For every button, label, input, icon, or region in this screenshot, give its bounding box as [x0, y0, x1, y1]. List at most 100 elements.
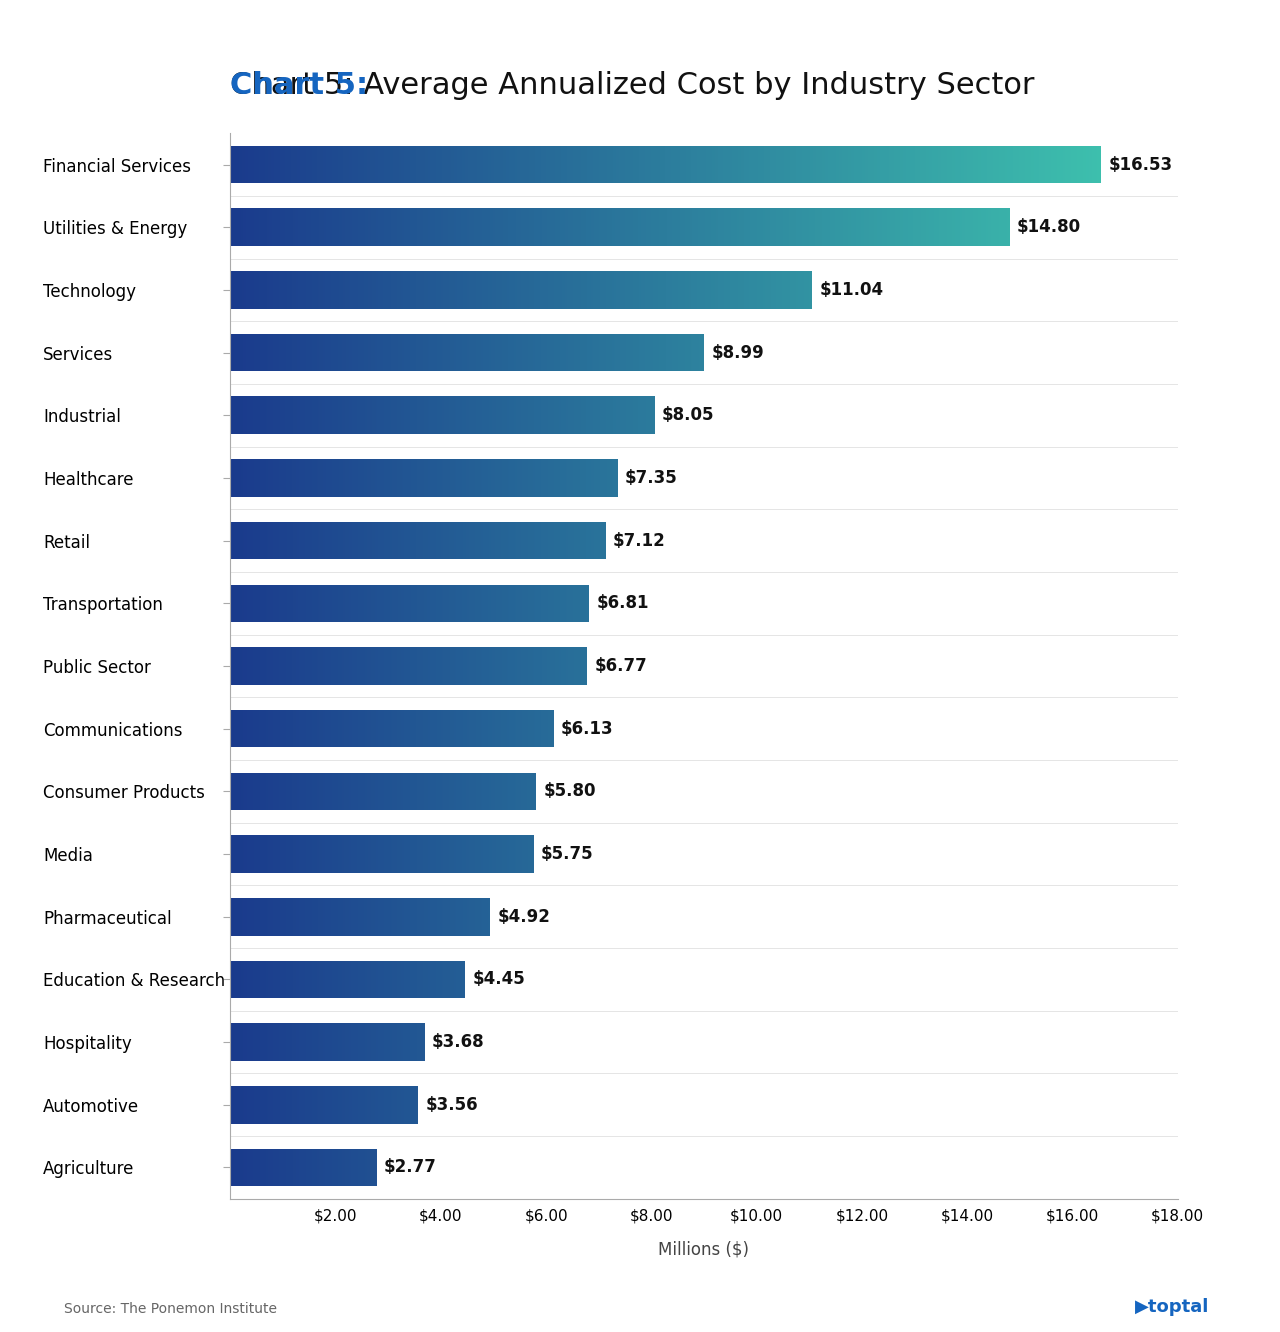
Bar [467, 460, 470, 497]
Bar [480, 585, 481, 622]
Bar [970, 208, 973, 246]
Bar [966, 145, 970, 184]
Bar [410, 145, 413, 184]
Bar [575, 397, 577, 434]
Bar [376, 773, 378, 810]
Bar [630, 208, 634, 246]
Bar [407, 145, 411, 184]
Bar [483, 898, 484, 935]
Bar [535, 272, 536, 309]
Bar [515, 334, 516, 372]
Bar [442, 522, 443, 559]
Bar [298, 835, 300, 872]
Bar [301, 334, 303, 372]
Bar [412, 960, 413, 998]
Bar [268, 898, 269, 935]
Bar [411, 397, 413, 434]
Bar [370, 710, 371, 747]
Bar [547, 522, 548, 559]
Bar [347, 522, 348, 559]
Bar [385, 898, 387, 935]
Bar [261, 773, 262, 810]
Bar [250, 898, 251, 935]
Bar [471, 773, 474, 810]
Bar [895, 145, 897, 184]
Bar [248, 773, 250, 810]
Bar [497, 710, 499, 747]
Bar [425, 522, 428, 559]
Bar [448, 397, 449, 434]
Bar [623, 272, 626, 309]
Bar [334, 334, 337, 372]
Bar [415, 208, 417, 246]
Bar [468, 522, 471, 559]
Bar [516, 585, 517, 622]
Bar [291, 585, 292, 622]
Bar [389, 773, 390, 810]
Bar [262, 835, 264, 872]
Bar [653, 334, 655, 372]
Bar [445, 208, 449, 246]
Bar [831, 208, 833, 246]
Bar [480, 208, 483, 246]
Bar [334, 835, 335, 872]
Bar [439, 145, 443, 184]
Bar [367, 960, 369, 998]
Bar [701, 272, 704, 309]
Bar [608, 460, 611, 497]
Bar [329, 397, 332, 434]
Bar [403, 647, 404, 685]
Bar [684, 334, 685, 372]
Bar [425, 647, 426, 685]
Bar [371, 960, 372, 998]
Bar [244, 835, 246, 872]
Bar [934, 145, 938, 184]
Bar [241, 460, 242, 497]
Bar [284, 960, 285, 998]
Bar [454, 960, 456, 998]
Bar [685, 208, 687, 246]
Bar [575, 272, 577, 309]
Bar [404, 898, 406, 935]
Bar [415, 710, 416, 747]
Bar [317, 647, 319, 685]
Bar [315, 460, 317, 497]
Bar [233, 960, 234, 998]
Bar [236, 522, 237, 559]
Bar [613, 460, 616, 497]
Bar [238, 460, 239, 497]
Bar [552, 334, 554, 372]
Bar [480, 835, 481, 872]
Bar [332, 460, 333, 497]
Bar [544, 208, 548, 246]
Bar [667, 334, 669, 372]
Bar [343, 898, 344, 935]
Bar [372, 397, 375, 434]
Bar [246, 898, 247, 935]
Bar [616, 272, 618, 309]
Bar [340, 145, 344, 184]
Bar [1004, 208, 1007, 246]
Bar [364, 960, 365, 998]
Bar [321, 773, 323, 810]
Bar [794, 208, 797, 246]
Bar [474, 334, 475, 372]
Bar [660, 334, 663, 372]
Bar [296, 208, 298, 246]
Bar [361, 835, 362, 872]
Bar [453, 208, 457, 246]
Bar [543, 710, 545, 747]
Bar [307, 397, 308, 434]
Bar [588, 585, 589, 622]
Bar [470, 898, 471, 935]
Bar [312, 585, 315, 622]
Bar [690, 272, 691, 309]
Bar [435, 397, 436, 434]
Bar [265, 272, 268, 309]
Bar [361, 460, 362, 497]
Bar [293, 397, 294, 434]
Text: $5.75: $5.75 [541, 844, 594, 863]
Bar [556, 522, 557, 559]
Bar [332, 898, 333, 935]
Bar [256, 460, 259, 497]
